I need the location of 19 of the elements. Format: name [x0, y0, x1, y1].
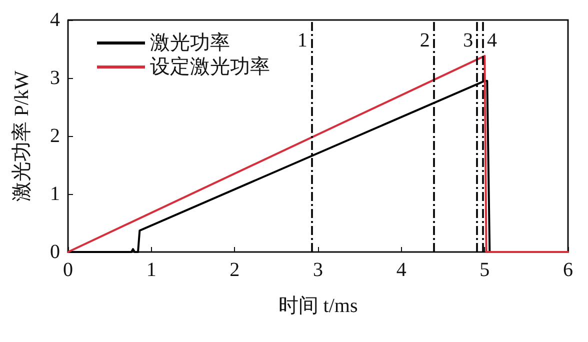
- x-axis-title: 时间 t/ms: [278, 295, 358, 317]
- y-tick-label: 0: [50, 241, 60, 263]
- x-tick-label: 1: [146, 259, 156, 281]
- legend-label: 设定激光功率: [150, 56, 270, 78]
- y-tick-label: 1: [50, 183, 60, 205]
- annotation: 3: [463, 29, 474, 52]
- x-tick-label: 3: [313, 259, 323, 281]
- annotation: 2: [420, 29, 430, 52]
- annotation: 1: [297, 29, 308, 52]
- x-tick-label: 5: [480, 259, 490, 281]
- x-tick-label: 2: [230, 259, 240, 281]
- y-tick-label: 2: [50, 125, 60, 147]
- y-axis-title: 激光功率 P/kW: [11, 70, 33, 202]
- x-tick-label: 6: [563, 259, 573, 281]
- annotation: 4: [487, 29, 497, 52]
- y-tick-label: 4: [50, 9, 60, 31]
- legend-label: 激光功率: [150, 32, 230, 54]
- x-tick-label: 4: [396, 259, 406, 281]
- y-tick-label: 3: [50, 67, 60, 89]
